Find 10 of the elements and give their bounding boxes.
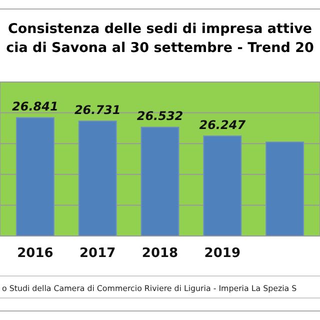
data-label: 26.841: [12, 100, 58, 114]
x-tick-label: 2017: [80, 246, 116, 262]
data-label: 26.731: [74, 103, 121, 118]
chart-title: Consistenza delle sedi di impresa attive: [8, 21, 312, 37]
data-label: 26.532: [136, 109, 184, 124]
x-tick-label: 2019: [204, 246, 240, 262]
data-label: 26.247: [199, 118, 246, 132]
chart-subtitle: cia di Savona al 30 settembre - Trend 20: [6, 40, 314, 56]
x-tick-label: 2018: [142, 246, 178, 262]
x-tick-label: 2016: [17, 246, 54, 262]
